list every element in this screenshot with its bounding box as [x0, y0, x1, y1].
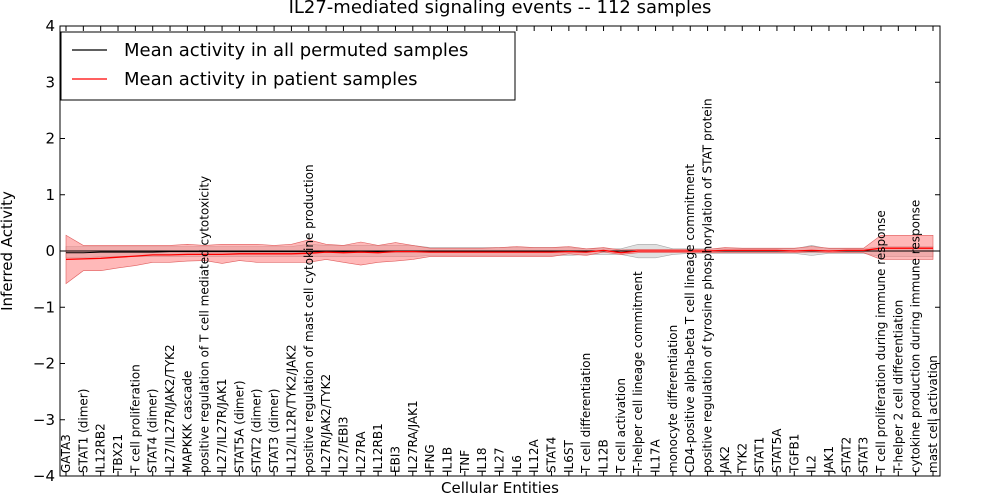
x-category-label: T cell proliferation during immune respo… — [874, 210, 888, 474]
legend-label-permuted: Mean activity in all permuted samples — [124, 40, 468, 61]
x-category-label: STAT3 — [857, 437, 871, 473]
x-category-label: GATA3 — [59, 434, 73, 473]
x-category-label: IL27RA/JAK1 — [406, 400, 420, 473]
x-category-label: IL27/EBI3 — [336, 416, 350, 473]
x-category-label: EBI3 — [389, 446, 403, 473]
x-category-label: IL18 — [475, 448, 489, 474]
x-category-label: TBX21 — [111, 434, 125, 474]
x-category-label: STAT1 — [753, 437, 767, 473]
x-category-label: cytokine production during immune respon… — [909, 200, 923, 473]
y-tick-label: 3 — [45, 73, 55, 91]
x-category-label: IL27R/JAK2/TYK2 — [319, 374, 333, 473]
y-axis-label: Inferred Activity — [0, 191, 16, 311]
x-category-label: IL27/IL27R/JAK1 — [215, 379, 229, 473]
x-category-label: IL12RB1 — [371, 423, 385, 473]
x-category-label: STAT5A — [770, 428, 784, 473]
x-category-label: JAK2 — [718, 446, 732, 474]
x-category-label: STAT3 (dimer) — [267, 389, 281, 473]
x-category-label: MAPKKK cascade — [180, 371, 194, 473]
y-tick-label: 1 — [45, 186, 55, 204]
x-category-label: mast cell activation — [926, 355, 940, 473]
legend: Mean activity in all permuted samples Me… — [61, 32, 515, 100]
x-category-label: STAT2 (dimer) — [250, 389, 264, 473]
x-category-label: IL27RA — [354, 431, 368, 473]
x-category-label: T-helper 2 cell differentiation — [891, 300, 905, 474]
x-category-label: positive regulation of mast cell cytokin… — [302, 164, 316, 473]
x-category-label: STAT2 — [839, 437, 853, 473]
x-category-label: IL12A — [527, 439, 541, 473]
x-category-label: positive regulation of T cell mediated c… — [198, 176, 212, 473]
x-category-label: TGFB1 — [787, 434, 801, 474]
x-category-label: STAT4 — [545, 437, 559, 473]
x-category-label: T cell proliferation — [128, 364, 142, 474]
x-category-label: STAT1 (dimer) — [76, 389, 90, 473]
x-category-label: IL12/IL12R/TYK2/JAK2 — [284, 344, 298, 473]
x-category-label: IL2 — [805, 455, 819, 473]
x-category-label: positive regulation of tyrosine phosphor… — [701, 98, 715, 473]
chart: IL27-mediated signaling events -- 112 sa… — [0, 0, 1000, 500]
x-category-label: IL17A — [649, 439, 663, 473]
x-category-label: IL12RB2 — [94, 423, 108, 473]
x-category-label: IL6 — [510, 455, 524, 473]
x-axis-label: Cellular Entities — [441, 479, 559, 497]
x-category-label: TNF — [458, 450, 472, 474]
x-category-label: T cell activation — [614, 378, 628, 474]
x-category-label: STAT4 (dimer) — [146, 389, 160, 473]
y-tick-label: −1 — [33, 298, 55, 316]
y-tick-label: −4 — [33, 467, 55, 485]
x-category-label: T cell differentiation — [579, 353, 593, 474]
chart-title: IL27-mediated signaling events -- 112 sa… — [289, 0, 712, 18]
x-category-label: IL27/IL27R/JAK2/TYK2 — [163, 344, 177, 473]
x-category-label: JAK1 — [822, 446, 836, 474]
x-category-label: IL1B — [441, 447, 455, 473]
y-tick-label: 0 — [45, 242, 55, 260]
y-tick-label: 2 — [45, 130, 55, 148]
x-category-label: IL27 — [493, 448, 507, 474]
x-category-label: T-helper cell lineage commitment — [631, 271, 645, 474]
x-category-label: IL12B — [597, 439, 611, 473]
y-tick-label: 4 — [45, 17, 55, 35]
x-category-label: CD4-positive alpha-beta T cell lineage c… — [683, 164, 697, 473]
x-category-label: monocyte differentiation — [666, 325, 680, 473]
activity-bands — [66, 235, 933, 283]
y-tick-label: −2 — [33, 355, 55, 373]
band-patient — [66, 235, 933, 283]
x-category-label: IL6ST — [562, 440, 576, 473]
y-tick-label: −3 — [33, 411, 55, 429]
x-category-label: TYK2 — [735, 443, 749, 474]
legend-label-patient: Mean activity in patient samples — [124, 69, 418, 90]
x-category-label: IFNG — [423, 444, 437, 473]
x-category-label: STAT5A (dimer) — [232, 380, 246, 473]
